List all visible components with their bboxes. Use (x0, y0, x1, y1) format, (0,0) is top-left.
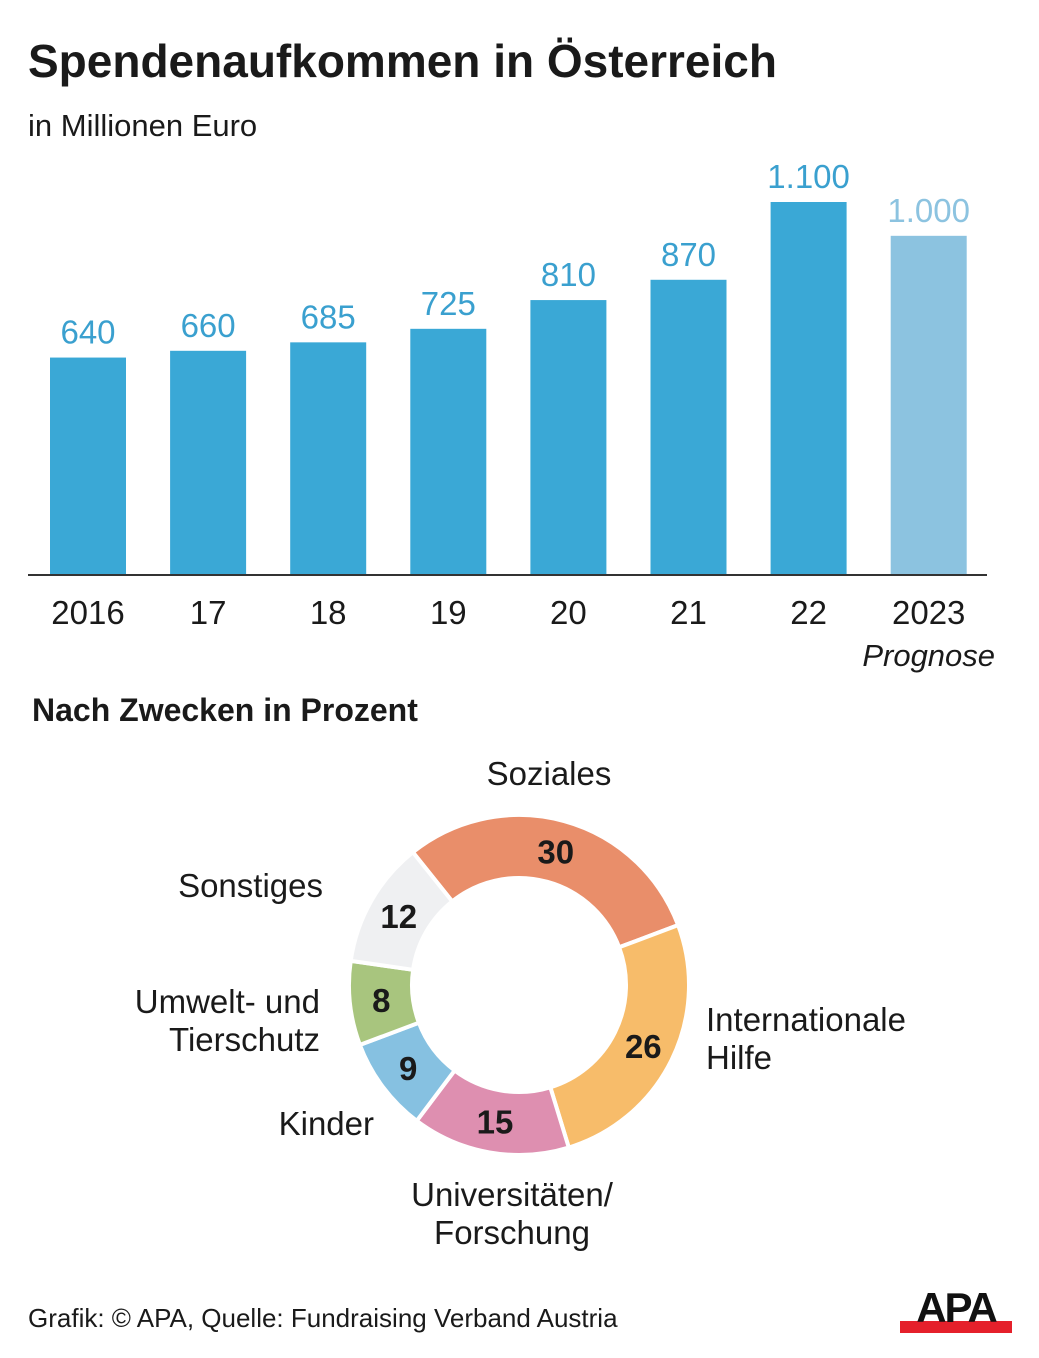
slice-category-label: Universitäten/ (411, 1176, 614, 1213)
donut-slice (410, 813, 681, 950)
source-credit: Grafik: © APA, Quelle: Fundraising Verba… (28, 1303, 618, 1333)
bar-21 (650, 279, 727, 574)
slice-value-label: 26 (625, 1028, 662, 1065)
slice-value-label: 12 (380, 898, 417, 935)
logo-red-bar (900, 1321, 1012, 1333)
bar-22 (770, 202, 847, 574)
donut-slice (348, 849, 456, 973)
bar-value-label: 660 (181, 307, 236, 344)
logo-text: APA (916, 1287, 997, 1331)
x-tick-label: 22 (790, 594, 827, 631)
bar-20 (530, 300, 607, 574)
forecast-note: Prognose (862, 638, 995, 673)
apa-logo: APA (900, 1287, 1012, 1333)
slice-value-label: 9 (399, 1050, 417, 1087)
x-tick-label: 18 (310, 594, 347, 631)
bar-value-label: 870 (661, 236, 716, 273)
slice-value-label: 8 (372, 982, 390, 1019)
x-tick-label: 19 (430, 594, 467, 631)
slice-category-label: Internationale (706, 1001, 906, 1038)
slice-category-label: Kinder (279, 1105, 374, 1142)
bar-19 (410, 328, 487, 574)
bar-value-label: 810 (541, 256, 596, 293)
chart-subtitle: in Millionen Euro (28, 108, 258, 143)
slice-value-label: 30 (537, 833, 574, 870)
slice-category-label: Sonstiges (178, 867, 323, 904)
bar-value-label: 1.000 (887, 192, 970, 229)
x-tick-label: 2023 (892, 594, 965, 631)
bar-value-label: 685 (301, 298, 356, 335)
chart-title: Spendenaufkommen in Österreich (28, 35, 777, 87)
bar-18 (290, 342, 367, 574)
section-title: Nach Zwecken in Prozent (32, 692, 418, 728)
slice-category-label: Soziales (487, 755, 612, 792)
bar-value-label: 1.100 (767, 158, 850, 195)
bar-2023 (890, 235, 967, 574)
x-tick-label: 20 (550, 594, 587, 631)
bar-value-label: 725 (421, 285, 476, 322)
slice-category-label: Forschung (434, 1214, 590, 1251)
slice-category-label: Tierschutz (169, 1021, 320, 1058)
bar-17 (170, 350, 247, 574)
x-tick-label: 21 (670, 594, 707, 631)
slice-category-label: Hilfe (706, 1039, 772, 1076)
slice-category-label: Umwelt- und (135, 983, 320, 1020)
slice-value-label: 15 (477, 1103, 514, 1140)
bar-chart: 640 2016 660 17 685 18 725 19 810 20 870 21 1.100 22 1… (28, 158, 995, 673)
bar-2016 (50, 357, 126, 574)
bar-value-label: 640 (60, 314, 115, 351)
x-tick-label: 17 (190, 594, 227, 631)
donut-slice (547, 922, 691, 1151)
x-tick-label: 2016 (51, 594, 124, 631)
